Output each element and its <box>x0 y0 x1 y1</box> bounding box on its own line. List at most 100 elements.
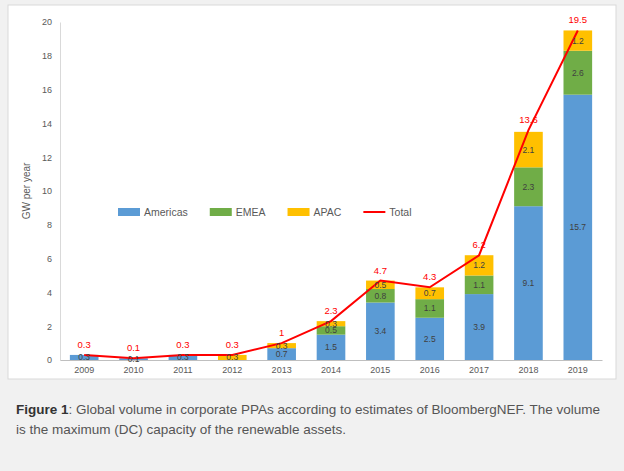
caption-label: Figure 1 <box>16 402 69 417</box>
y-tick-label: 16 <box>42 85 52 95</box>
bar-label: 2.3 <box>523 182 535 192</box>
legend-label: Total <box>389 206 411 218</box>
line-label: 0.3 <box>176 339 189 350</box>
legend-swatch <box>210 208 232 216</box>
line-label: 13.6 <box>519 114 538 125</box>
x-tick-label: 2009 <box>74 365 94 375</box>
legend-swatch <box>118 208 140 216</box>
y-tick: 0 <box>47 355 60 365</box>
x-axis-line <box>61 360 603 361</box>
bar-label: 9.1 <box>523 278 535 288</box>
y-tick: 2 <box>47 322 60 332</box>
bar-label: 15.7 <box>570 222 587 232</box>
bar <box>563 95 592 360</box>
bar <box>366 289 395 303</box>
y-tick: 20 <box>42 17 60 27</box>
y-tick-label: 12 <box>42 153 52 163</box>
bar-label: 0.3 <box>226 352 238 362</box>
y-tick-label: 14 <box>42 119 52 129</box>
x-tick: 2014 <box>321 360 341 375</box>
bar-series <box>317 51 592 335</box>
x-tick: 2018 <box>518 360 538 375</box>
legend-swatch <box>363 211 385 213</box>
bar-label: 1.1 <box>424 303 436 313</box>
plot-area <box>70 30 592 360</box>
bar-series <box>218 30 592 360</box>
bar-label: 0.3 <box>325 319 337 329</box>
x-tick-label: 2015 <box>370 365 390 375</box>
line-label: 19.5 <box>569 14 588 25</box>
bar <box>465 255 494 275</box>
line-label: 4.7 <box>374 265 387 276</box>
y-tick: 8 <box>47 220 60 230</box>
y-axis-line <box>60 23 61 361</box>
x-tick-label: 2011 <box>173 365 192 375</box>
bar <box>514 206 543 360</box>
bar-label: 2.5 <box>424 334 436 344</box>
x-tick-label: 2016 <box>420 365 440 375</box>
y-tick-label: 2 <box>47 322 52 332</box>
y-axis-title: GW per year <box>21 162 32 219</box>
data-labels: 0.30.10.30.71.53.42.53.99.115.70.50.81.1… <box>78 14 587 364</box>
bar-label: 0.3 <box>276 341 288 351</box>
bar-label: 1.1 <box>473 280 485 290</box>
legend-item: EMEA <box>210 206 266 218</box>
legend-swatch <box>288 208 310 216</box>
legend-item: APAC <box>288 206 342 218</box>
line-label: 0.3 <box>78 339 91 350</box>
line-label: 0.3 <box>226 339 239 350</box>
x-tick-label: 2013 <box>272 365 292 375</box>
bar-label: 0.3 <box>78 352 90 362</box>
bar <box>563 51 592 95</box>
legend: Americas EMEA APAC Total <box>118 206 412 218</box>
x-tick-label: 2010 <box>124 365 144 375</box>
y-tick: 18 <box>42 51 60 61</box>
bar <box>366 303 395 360</box>
y-tick: 6 <box>47 254 60 264</box>
y-tick: 4 <box>47 288 60 298</box>
chart: 0246810121416182020092010201120122013201… <box>0 0 624 471</box>
y-tick-label: 4 <box>47 288 52 298</box>
line-label: 2.3 <box>324 305 337 316</box>
bar <box>415 299 444 318</box>
legend-item: Total <box>363 206 411 218</box>
legend-label: Americas <box>144 206 188 218</box>
x-tick: 2019 <box>568 360 588 375</box>
y-tick: 14 <box>42 119 60 129</box>
legend-label: APAC <box>314 206 342 218</box>
bar-label: 1.2 <box>572 36 584 46</box>
line-label: 1 <box>279 327 284 338</box>
x-tick-label: 2014 <box>321 365 341 375</box>
bar-label: 0.8 <box>374 291 386 301</box>
bar <box>563 30 592 50</box>
y-tick-label: 18 <box>42 51 52 61</box>
caption: Figure 1: Global volume in corporate PPA… <box>16 400 610 440</box>
line-label: 0.1 <box>127 342 140 353</box>
bar-label: 1.5 <box>325 342 337 352</box>
y-axis: 0 2 4 6 8 10 12 14 16 18 20 <box>42 17 61 365</box>
line-label: 4.3 <box>423 271 436 282</box>
bar <box>415 287 444 299</box>
y-tick-label: 10 <box>42 186 52 196</box>
bar <box>317 335 346 360</box>
x-axis: 2009201020112012201320142015201620172018… <box>61 360 603 375</box>
line <box>84 30 578 358</box>
bar <box>465 294 494 360</box>
chart-background <box>8 5 616 379</box>
line-label: 6.2 <box>472 239 485 250</box>
legend-item: Americas <box>118 206 188 218</box>
bar-label: 0.3 <box>177 352 189 362</box>
bar-label: 0.1 <box>128 354 140 364</box>
x-tick: 2013 <box>272 360 292 375</box>
bar-label: 1.2 <box>473 260 485 270</box>
y-tick: 12 <box>42 153 60 163</box>
bar <box>514 167 543 206</box>
bar-label: 0.5 <box>374 280 386 290</box>
y-tick-label: 20 <box>42 17 52 27</box>
bar-label: 3.4 <box>374 326 386 336</box>
y-tick: 16 <box>42 85 60 95</box>
bar-label: 2.1 <box>523 145 535 155</box>
bar-label: 3.9 <box>473 322 485 332</box>
page: 0246810121416182020092010201120122013201… <box>0 0 624 471</box>
bar-series <box>70 95 592 360</box>
